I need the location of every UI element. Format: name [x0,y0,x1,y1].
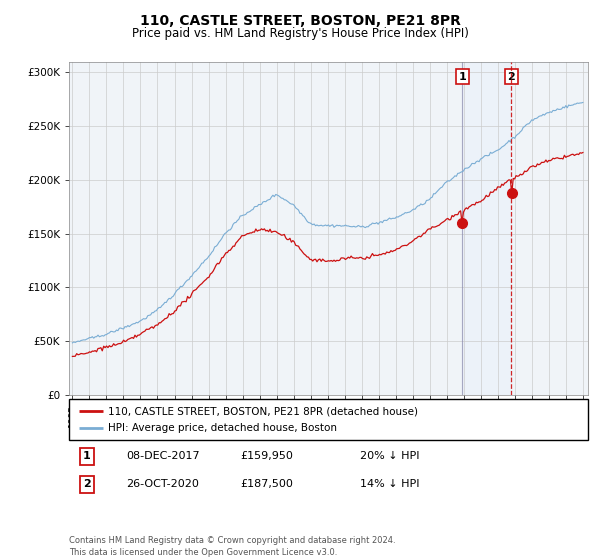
Text: 08-DEC-2017: 08-DEC-2017 [126,451,200,461]
Text: 26-OCT-2020: 26-OCT-2020 [126,479,199,489]
Text: £187,500: £187,500 [240,479,293,489]
Text: 1: 1 [83,451,91,461]
Text: £159,950: £159,950 [240,451,293,461]
Text: HPI: Average price, detached house, Boston: HPI: Average price, detached house, Bost… [108,423,337,433]
Text: 2: 2 [508,72,515,82]
Text: Price paid vs. HM Land Registry's House Price Index (HPI): Price paid vs. HM Land Registry's House … [131,27,469,40]
Text: 110, CASTLE STREET, BOSTON, PE21 8PR: 110, CASTLE STREET, BOSTON, PE21 8PR [140,14,460,28]
Text: 1: 1 [458,72,466,82]
Text: 20% ↓ HPI: 20% ↓ HPI [360,451,419,461]
Text: Contains HM Land Registry data © Crown copyright and database right 2024.
This d: Contains HM Land Registry data © Crown c… [69,536,395,557]
Text: 110, CASTLE STREET, BOSTON, PE21 8PR (detached house): 110, CASTLE STREET, BOSTON, PE21 8PR (de… [108,407,418,417]
Text: 2: 2 [83,479,91,489]
Text: 14% ↓ HPI: 14% ↓ HPI [360,479,419,489]
Bar [463,62,511,395]
